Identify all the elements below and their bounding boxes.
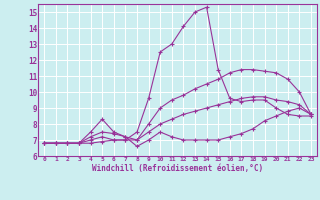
X-axis label: Windchill (Refroidissement éolien,°C): Windchill (Refroidissement éolien,°C) bbox=[92, 164, 263, 173]
